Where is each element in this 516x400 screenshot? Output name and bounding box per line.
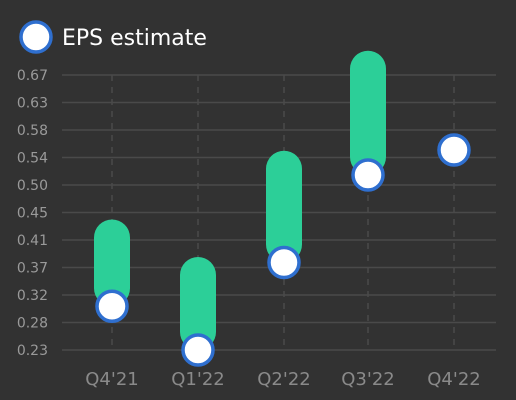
legend-marker-icon[interactable] bbox=[19, 20, 53, 54]
range-bar bbox=[350, 50, 386, 175]
y-tick-label: 0.32 bbox=[17, 288, 48, 304]
eps-estimate-point bbox=[437, 133, 471, 167]
y-tick-label: 0.54 bbox=[17, 151, 48, 167]
y-tick-label: 0.58 bbox=[17, 123, 48, 139]
y-tick-label: 0.23 bbox=[17, 343, 48, 359]
markers-layer bbox=[95, 133, 471, 367]
x-tick-label: Q3'22 bbox=[341, 369, 394, 390]
y-tick-label: 0.41 bbox=[17, 233, 48, 249]
x-tick-label: Q4'22 bbox=[427, 369, 480, 390]
eps-estimate-point bbox=[267, 245, 301, 280]
legend[interactable]: EPS estimate bbox=[19, 20, 207, 54]
eps-estimate-point bbox=[95, 289, 129, 323]
y-tick-label: 0.28 bbox=[17, 316, 48, 332]
y-tick-label: 0.50 bbox=[17, 178, 48, 194]
eps-estimate-point bbox=[351, 158, 385, 192]
range-bar bbox=[94, 219, 130, 307]
legend-label[interactable]: EPS estimate bbox=[62, 26, 207, 51]
x-axis: Q4'21 Q1'22 Q2'22 Q3'22 Q4'22 bbox=[85, 369, 480, 390]
range-bar bbox=[266, 150, 302, 263]
y-tick-label: 0.37 bbox=[17, 261, 48, 277]
y-axis: 0.23 0.28 0.32 0.37 0.41 0.45 0.50 0.54 0.58 0.63… bbox=[17, 68, 48, 359]
range-bar bbox=[180, 257, 216, 350]
y-tick-label: 0.63 bbox=[17, 96, 48, 112]
eps-estimate-point bbox=[181, 333, 215, 367]
x-tick-label: Q4'21 bbox=[85, 369, 138, 390]
bars-layer bbox=[94, 50, 386, 350]
y-tick-label: 0.67 bbox=[17, 68, 48, 84]
x-tick-label: Q1'22 bbox=[171, 369, 224, 390]
x-tick-label: Q2'22 bbox=[257, 369, 310, 390]
y-tick-label: 0.45 bbox=[17, 206, 48, 222]
